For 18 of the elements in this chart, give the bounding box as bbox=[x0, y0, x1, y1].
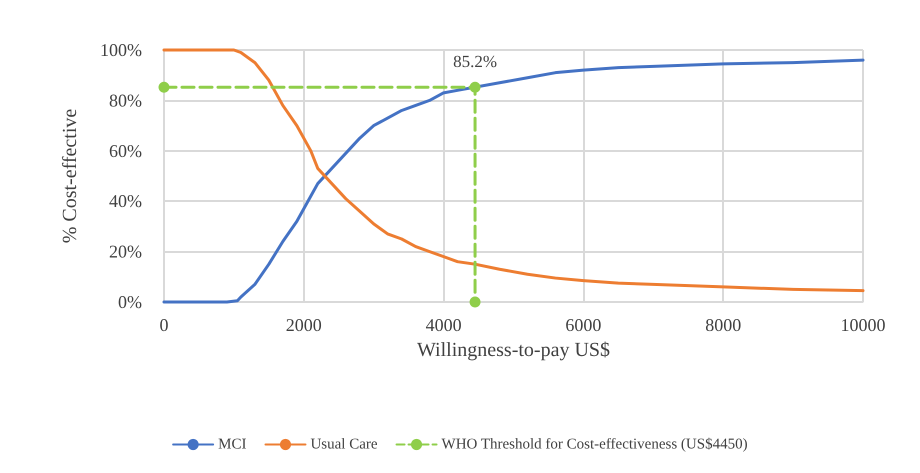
x-tick-label: 10000 bbox=[840, 315, 886, 335]
y-tick-label: 20% bbox=[109, 242, 142, 262]
x-tick-label: 8000 bbox=[705, 315, 742, 335]
x-tick-label: 4000 bbox=[426, 315, 462, 335]
x-tick-label: 6000 bbox=[565, 315, 602, 335]
x-tick-label: 2000 bbox=[286, 315, 322, 335]
y-tick-label: 40% bbox=[109, 191, 142, 212]
y-tick-label: 60% bbox=[109, 140, 142, 161]
legend-label: MCI bbox=[218, 436, 246, 452]
y-tick-label: 0% bbox=[118, 292, 142, 312]
legend-label: Usual Care bbox=[310, 436, 378, 452]
y-tick-label: 80% bbox=[109, 90, 142, 110]
y-axis-title: % Cost-effective bbox=[59, 108, 81, 244]
data-label: 85.2% bbox=[453, 52, 498, 71]
x-tick-label: 0 bbox=[160, 315, 168, 335]
y-tick-label: 100% bbox=[100, 40, 142, 60]
legend-label: WHO Threshold for Cost-effectiveness (US$4450) bbox=[442, 436, 748, 452]
x-axis-title: Willingness-to-pay US$ bbox=[416, 339, 610, 361]
